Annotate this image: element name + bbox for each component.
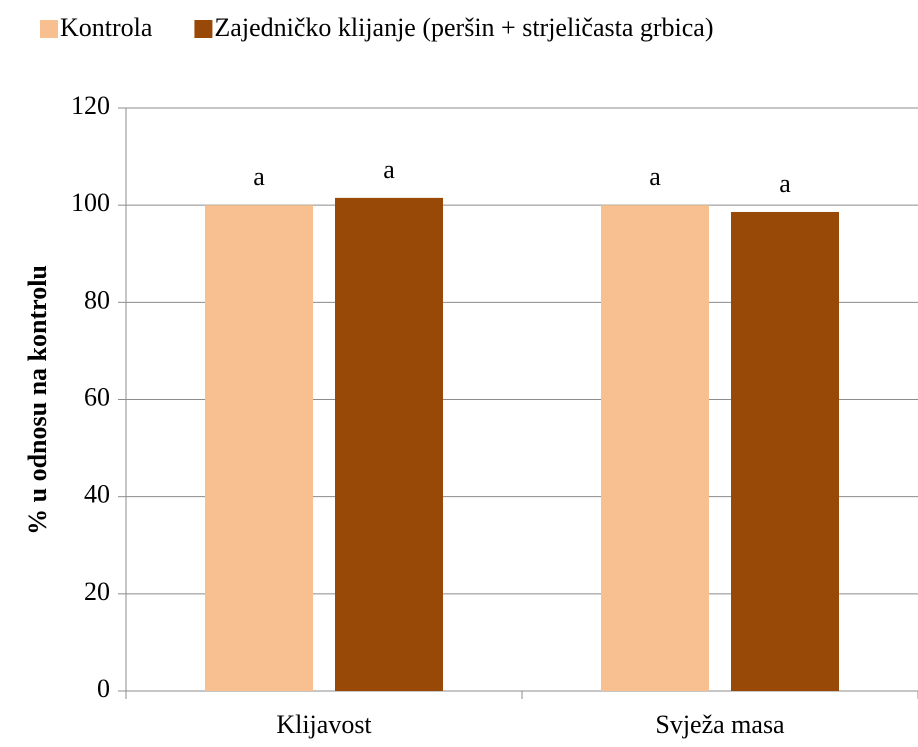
y-tick-label: 40 <box>84 480 110 509</box>
y-tick-label: 20 <box>84 577 110 606</box>
bar <box>601 205 709 691</box>
y-tick-label: 120 <box>71 91 110 120</box>
y-tick-label: 0 <box>97 674 110 703</box>
legend-swatch <box>40 20 58 38</box>
y-axis-label: % u odnosu na kontrolu <box>23 265 52 535</box>
y-tick-label: 80 <box>84 285 110 314</box>
x-tick-label: Klijavost <box>276 710 372 739</box>
y-tick-label: 60 <box>84 382 110 411</box>
legend-label: Zajedničko klijanje (peršin + strjeličas… <box>214 13 713 42</box>
bar-annotation: a <box>253 162 265 191</box>
x-tick-label: Svježa masa <box>655 710 785 739</box>
legend-label: Kontrola <box>60 13 153 42</box>
y-tick-label: 100 <box>71 188 110 217</box>
bar-annotation: a <box>649 162 661 191</box>
bar <box>335 197 443 692</box>
bar-annotation: a <box>383 155 395 184</box>
legend-swatch <box>194 20 213 38</box>
bar <box>731 211 839 692</box>
bar <box>205 205 313 691</box>
bar-annotation: a <box>779 169 791 198</box>
